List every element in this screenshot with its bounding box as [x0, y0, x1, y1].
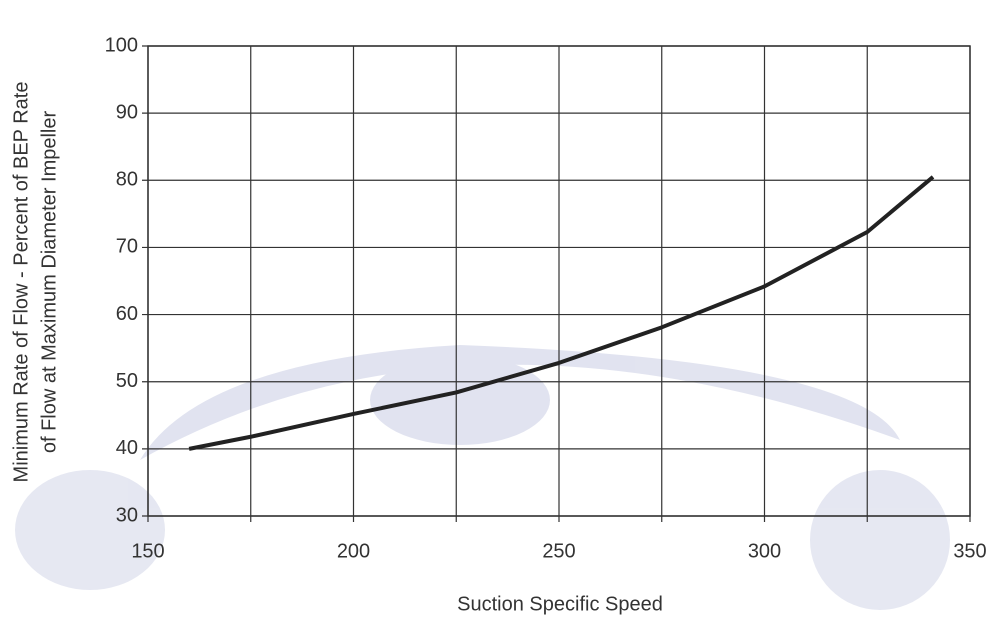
y-axis-label: Minimum Rate of Flow - Percent of BEP Ra… — [10, 82, 32, 483]
x-axis-label: Suction Specific Speed — [457, 593, 663, 615]
y-tick-label: 30 — [116, 504, 138, 526]
y-tick-label: 50 — [116, 370, 138, 392]
y-tick-label: 100 — [105, 34, 138, 56]
y-tick-label: 60 — [116, 303, 138, 325]
x-tick-label: 200 — [337, 540, 370, 562]
y-tick-label: 40 — [116, 437, 138, 459]
x-tick-label: 300 — [748, 540, 781, 562]
x-tick-label: 150 — [131, 540, 164, 562]
x-tick-label: 350 — [953, 540, 986, 562]
y-tick-label: 70 — [116, 236, 138, 258]
y-tick-label: 80 — [116, 169, 138, 191]
y-axis-label: of Flow at Maximum Diameter Impeller — [38, 111, 60, 454]
y-tick-label: 90 — [116, 101, 138, 123]
chart: Suction Specific Speed Minimum Rate of F… — [0, 0, 996, 621]
x-tick-label: 250 — [542, 540, 575, 562]
